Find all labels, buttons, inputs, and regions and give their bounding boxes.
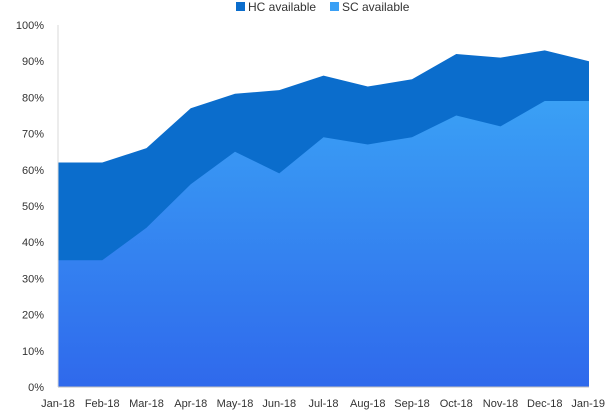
axes: 0% 10% 20% 30% 40% 50% 60% 70% 80% 90% 100% Jan-18 F… — [16, 20, 605, 410]
y-tick-label: 60% — [22, 165, 44, 177]
series-areas — [57, 50, 590, 388]
x-tick-label: Sep-18 — [394, 398, 429, 410]
y-tick-label: 20% — [22, 310, 44, 322]
x-tick-label: Jan-19 — [571, 398, 605, 410]
y-tick-label: 40% — [22, 237, 44, 249]
series-area-sc-available — [58, 101, 589, 388]
y-tick-label: 30% — [22, 273, 44, 285]
x-tick-label: Apr-18 — [174, 398, 207, 410]
legend: HC available SC available — [236, 0, 410, 14]
y-tick-label: 100% — [16, 20, 44, 32]
x-tick-label: May-18 — [217, 398, 254, 410]
legend-label-sc-available: SC available — [342, 0, 410, 14]
legend-swatch-sc-available — [330, 2, 339, 11]
y-tick-label: 90% — [22, 56, 44, 68]
x-tick-label: Jun-18 — [262, 398, 296, 410]
y-tick-label: 0% — [28, 382, 44, 394]
x-tick-label: Jul-18 — [309, 398, 339, 410]
y-tick-label: 70% — [22, 129, 44, 141]
legend-label-hc-available: HC available — [248, 0, 316, 14]
x-tick-label: Dec-18 — [527, 398, 562, 410]
watermark-logo — [230, 16, 306, 80]
y-tick-label: 50% — [22, 201, 44, 213]
x-tick-label: Aug-18 — [350, 398, 385, 410]
y-tick-label: 80% — [22, 92, 44, 104]
x-tick-label: Feb-18 — [85, 398, 120, 410]
x-tick-label: Oct-18 — [440, 398, 473, 410]
x-tick-label: Mar-18 — [129, 398, 164, 410]
x-tick-label: Nov-18 — [483, 398, 518, 410]
x-tick-label: Jan-18 — [41, 398, 75, 410]
y-tick-label: 10% — [22, 346, 44, 358]
legend-swatch-hc-available — [236, 2, 245, 11]
